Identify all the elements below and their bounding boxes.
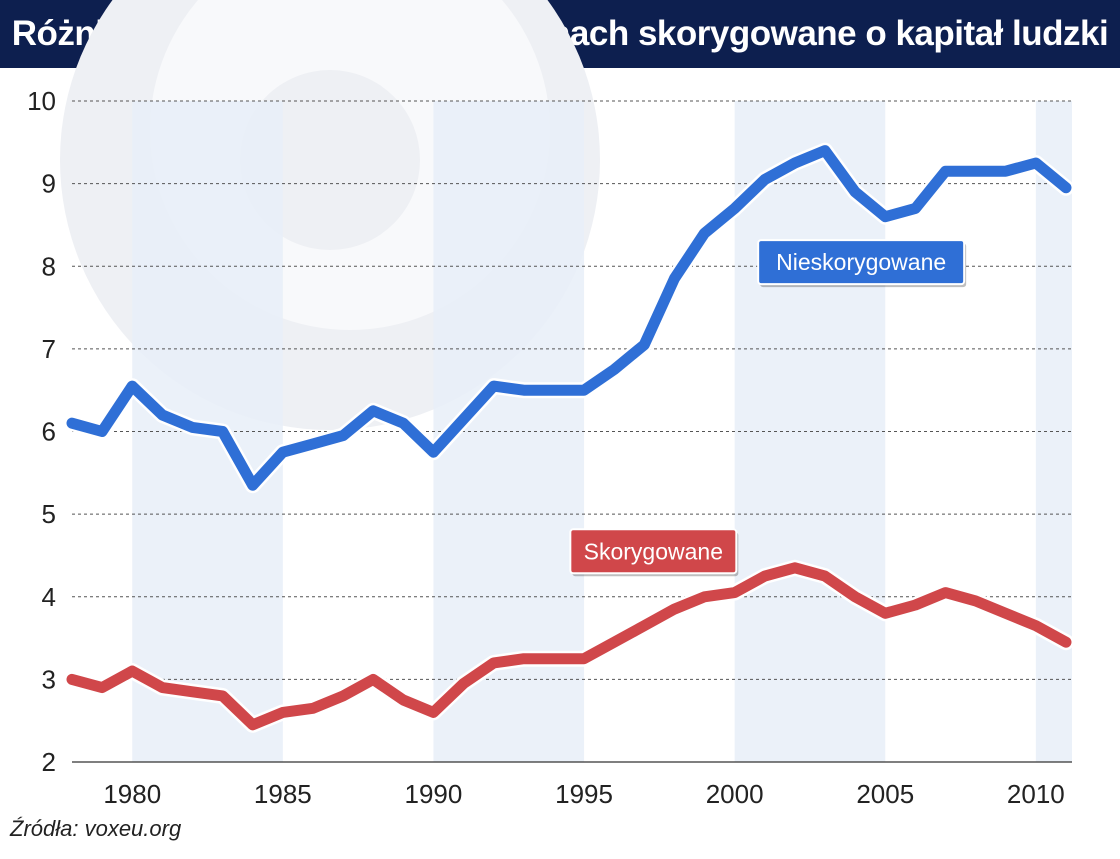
series-label: Skorygowane xyxy=(569,528,739,577)
x-tick-label: 2005 xyxy=(856,779,914,809)
x-tick-label: 2000 xyxy=(706,779,764,809)
series-line-skorygowane xyxy=(66,562,1072,731)
series-label-box xyxy=(757,239,966,286)
y-tick-label: 5 xyxy=(42,499,56,529)
series-lines xyxy=(64,142,1074,733)
series-label-text: Nieskorygowane xyxy=(776,249,946,275)
y-tick-label: 8 xyxy=(42,251,56,281)
x-axis-ticks: 1980 1985 1990 1995 2000 2005 2010 xyxy=(103,779,1064,809)
series-label-text: Skorygowane xyxy=(584,538,723,564)
x-tick-label: 1985 xyxy=(254,779,312,809)
shaded-band xyxy=(1035,101,1072,762)
y-tick-label: 7 xyxy=(42,334,56,364)
source-note: Źródła: voxeu.org xyxy=(10,816,182,841)
x-tick-label: 1980 xyxy=(103,779,161,809)
y-tick-label: 2 xyxy=(42,747,56,777)
y-tick-label: 4 xyxy=(42,582,56,612)
y-tick-label: 10 xyxy=(27,86,56,116)
x-tick-label: 2010 xyxy=(1007,779,1065,809)
series-label-box xyxy=(569,528,738,575)
y-tick-label: 6 xyxy=(42,417,56,447)
series-labels: Nieskorygowane Skorygowane xyxy=(569,239,967,577)
x-tick-label: 1990 xyxy=(405,779,463,809)
y-axis-ticks: 2 3 4 5 6 7 8 9 10 xyxy=(27,86,56,777)
series-line-nieskorygowane xyxy=(66,145,1072,491)
x-tick-label: 1995 xyxy=(555,779,613,809)
y-tick-label: 3 xyxy=(42,664,56,694)
y-tick-label: 9 xyxy=(42,169,56,199)
series-label: Nieskorygowane xyxy=(757,239,967,288)
gridlines xyxy=(72,100,1072,763)
